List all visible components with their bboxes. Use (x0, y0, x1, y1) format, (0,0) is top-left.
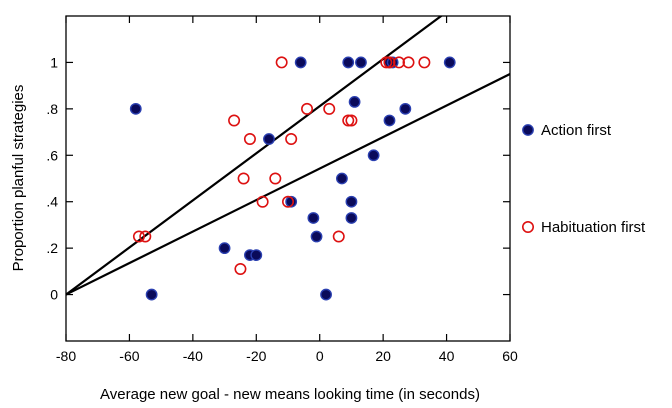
legend-label: Action first (541, 122, 612, 139)
action-first-point (348, 95, 361, 108)
action-first-point (342, 56, 355, 69)
habituation-first-point (323, 102, 336, 115)
habituation-first-point (243, 133, 256, 146)
action-first-point (129, 102, 142, 115)
action-first-point (355, 56, 367, 69)
action-first-point (399, 102, 412, 115)
habituation-first-point (281, 195, 294, 208)
action-first-point (294, 56, 307, 69)
habituation-first-point (402, 56, 415, 69)
y-axis-ticks: 0 .2 .4 .6 .8 1 (46, 54, 510, 303)
legend-marker-action-first (522, 124, 534, 136)
action-first-point (145, 288, 158, 301)
legend: Action first Habituation first (521, 122, 646, 236)
habituation-first-point (383, 56, 396, 69)
regression-line (66, 16, 443, 296)
y-tick-label: .8 (46, 101, 58, 117)
y-axis-title: Proportion planful strategies (10, 85, 27, 272)
plot-frame (65, 15, 511, 342)
action-first-point (307, 212, 320, 224)
y-tick-label: .2 (46, 240, 58, 256)
x-tick-label: 60 (502, 348, 518, 364)
habituation-first-point (237, 172, 250, 185)
x-tick-label: 40 (439, 348, 455, 364)
y-tick-label: 0 (50, 287, 58, 303)
action-first-point (443, 56, 456, 69)
x-axis-title: Average new goal - new means looking tim… (100, 386, 480, 403)
regression-lines (66, 16, 510, 296)
x-tick-label: 20 (375, 348, 391, 364)
action-first-point (320, 288, 332, 301)
habituation-first-point (256, 195, 269, 208)
regression-line (66, 73, 510, 296)
x-axis-ticks: -80 -60 -40 -20 0 20 40 60 (56, 16, 518, 364)
habituation-first-point (345, 114, 358, 127)
habituation-first-point (332, 230, 345, 243)
habituation-first-point (139, 230, 152, 243)
data-points (129, 56, 456, 301)
habituation-first-point (269, 172, 282, 185)
action-first-point (345, 212, 358, 224)
legend-marker-habituation-first (521, 221, 534, 234)
action-first-point (285, 195, 298, 208)
habituation-first-point (418, 56, 431, 69)
x-tick-label: -60 (119, 348, 139, 364)
x-tick-label: 0 (316, 348, 324, 364)
habituation-first-point (301, 102, 314, 115)
habituation-first-point (285, 133, 298, 146)
habituation-first-point (275, 56, 288, 69)
x-tick-label: -40 (183, 348, 203, 364)
habituation-first-point (234, 263, 247, 276)
y-tick-label: .6 (46, 147, 58, 163)
action-first-point (250, 249, 263, 262)
habituation-first-point (228, 114, 241, 127)
action-first-point (310, 230, 323, 243)
action-first-point (367, 149, 380, 162)
habituation-first-point (380, 56, 393, 69)
x-tick-label: -20 (246, 348, 266, 364)
action-first-point (336, 172, 348, 185)
habituation-first-point (342, 114, 355, 127)
action-first-point (345, 195, 358, 208)
action-first-point (263, 133, 275, 145)
x-tick-label: -80 (56, 348, 76, 364)
habituation-first-point (392, 56, 405, 69)
legend-label: Habituation first (541, 219, 646, 236)
y-tick-label: .4 (46, 194, 58, 210)
habituation-first-point (132, 230, 145, 243)
action-first-point (383, 114, 396, 127)
action-first-point (218, 242, 231, 255)
y-tick-label: 1 (50, 54, 58, 70)
